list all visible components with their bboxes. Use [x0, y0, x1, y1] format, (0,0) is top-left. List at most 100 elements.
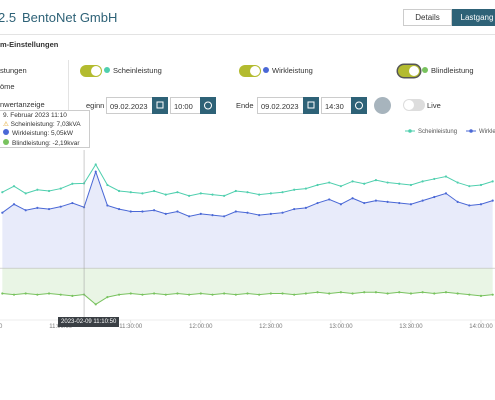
- time-input[interactable]: 10:00: [170, 97, 201, 114]
- point: [386, 200, 389, 203]
- tooltip-text: Wirkleistung: 5,05kW: [12, 130, 74, 137]
- point: [141, 192, 144, 195]
- clock-button[interactable]: [200, 97, 216, 114]
- point: [398, 291, 401, 294]
- header-number: 2.5: [0, 10, 17, 25]
- point: [47, 207, 51, 211]
- point: [258, 193, 261, 196]
- legend-label: Wirkleistung: [479, 129, 495, 135]
- point: [444, 175, 448, 178]
- live-toggle[interactable]: [403, 99, 425, 111]
- toggle-label: Scheinleistung: [104, 66, 162, 75]
- sidebar-divider: [68, 60, 69, 126]
- point: [36, 293, 39, 296]
- point: [211, 214, 214, 217]
- end-label: Ende: [236, 101, 254, 110]
- crosshair-label: 2023-02-09 11:10:50: [58, 317, 120, 327]
- x-tick-label: 13:30:00: [399, 324, 423, 330]
- point: [24, 209, 27, 212]
- point: [246, 292, 249, 295]
- point: [153, 209, 156, 212]
- date-input[interactable]: 09.02.2023: [106, 97, 153, 114]
- date-input[interactable]: 09.02.2023: [257, 97, 304, 114]
- tooltip-title: 9. Februar 2023 11:10: [3, 112, 67, 119]
- point: [1, 211, 4, 214]
- point: [304, 206, 307, 209]
- point: [363, 291, 366, 294]
- time-input[interactable]: 14:30: [321, 97, 352, 114]
- point: [153, 189, 156, 193]
- chart: 10:30:00 11:00:00 11:30:00 12:00:00 12:30:00…: [0, 129, 495, 330]
- clock-button[interactable]: [351, 97, 367, 114]
- point: [479, 183, 483, 187]
- dot: [263, 67, 269, 73]
- point: [269, 292, 272, 295]
- x-tick-label: 12:00:00: [189, 324, 213, 330]
- point: [71, 182, 74, 185]
- point: [456, 181, 459, 184]
- point: [409, 203, 413, 206]
- point: [1, 292, 4, 295]
- tooltip-row: ⚠ Scheinleistung: 7,03kVA: [3, 120, 81, 128]
- point: [491, 199, 494, 202]
- x-tick-label: 10:30:00: [0, 324, 3, 330]
- point: [456, 292, 459, 295]
- point: [211, 193, 214, 196]
- sidebar-item[interactable]: stungen: [0, 66, 27, 75]
- toggle-label: Blindleistung: [422, 66, 474, 75]
- point: [71, 201, 74, 205]
- point: [281, 211, 284, 214]
- point: [106, 295, 109, 299]
- tooltip-text: Scheinleistung: 7,03kVA: [10, 120, 81, 128]
- icon: [204, 101, 212, 110]
- sidebar-item[interactable]: öme: [0, 82, 15, 91]
- calendar-button[interactable]: [152, 97, 168, 114]
- section-title: m-Einstellungen: [0, 40, 59, 49]
- refresh-button[interactable]: [374, 97, 391, 114]
- point: [211, 293, 214, 296]
- point: [129, 210, 132, 213]
- point: [176, 191, 179, 194]
- point: [398, 182, 401, 185]
- point: [47, 292, 51, 295]
- tab[interactable]: Details: [403, 9, 452, 26]
- point: [199, 212, 202, 216]
- toggle[interactable]: [239, 65, 261, 77]
- point: [164, 193, 167, 196]
- point: [117, 207, 121, 211]
- point: [281, 191, 284, 194]
- tab-active[interactable]: Lastgang: [452, 9, 495, 26]
- toggle[interactable]: [80, 65, 102, 77]
- point: [479, 203, 483, 206]
- point: [12, 293, 16, 296]
- point: [59, 205, 62, 208]
- point: [94, 170, 97, 173]
- point: [293, 207, 296, 211]
- legend-dot: [408, 129, 412, 133]
- point: [363, 201, 366, 205]
- point: [223, 194, 226, 197]
- dot: [104, 67, 110, 73]
- point: [258, 293, 261, 296]
- sidebar-item[interactable]: nwertanzeige: [0, 100, 45, 109]
- point: [316, 183, 319, 187]
- x-tick-label: 12:30:00: [259, 324, 283, 330]
- calendar-button[interactable]: [303, 97, 319, 114]
- point: [246, 211, 249, 214]
- point: [374, 199, 378, 202]
- point: [421, 199, 424, 202]
- point: [328, 198, 331, 201]
- x-tick-label: 14:00:00: [469, 324, 493, 330]
- point: [234, 210, 237, 213]
- point: [281, 292, 284, 295]
- point: [36, 206, 39, 209]
- toggle[interactable]: [398, 65, 420, 77]
- point: [398, 201, 401, 205]
- point: [153, 292, 156, 295]
- point: [468, 204, 471, 207]
- point: [47, 189, 51, 193]
- point: [176, 292, 179, 295]
- point: [374, 291, 378, 294]
- point: [106, 183, 109, 187]
